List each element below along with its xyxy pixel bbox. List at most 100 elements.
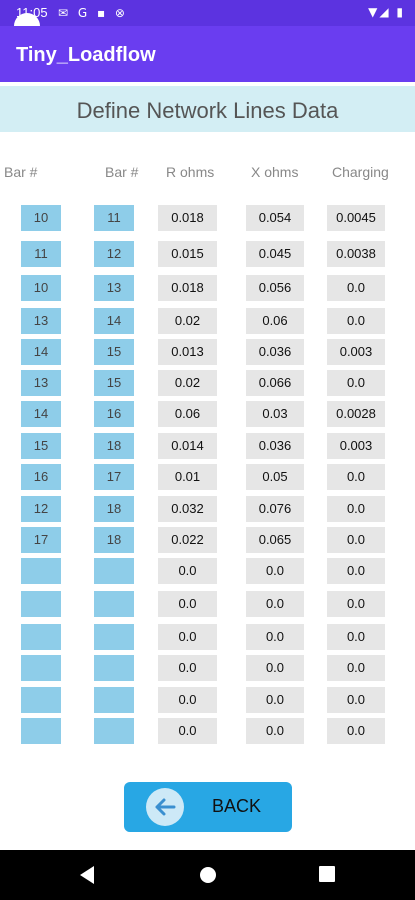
bar-from-cell[interactable] <box>21 558 61 584</box>
charging-cell[interactable]: 0.0 <box>327 687 385 713</box>
back-button[interactable]: BACK <box>124 782 292 832</box>
x-ohms-cell[interactable]: 0.065 <box>246 527 304 553</box>
x-ohms-cell[interactable]: 0.056 <box>246 275 304 301</box>
r-ohms-cell[interactable]: 0.014 <box>158 433 217 459</box>
charging-cell[interactable]: 0.0 <box>327 558 385 584</box>
x-ohms-cell[interactable]: 0.0 <box>246 624 304 650</box>
bar-to-cell[interactable]: 16 <box>94 401 134 427</box>
bar-from-cell[interactable]: 13 <box>21 308 61 334</box>
bar-from-cell[interactable]: 11 <box>21 241 61 267</box>
x-ohms-cell[interactable]: 0.076 <box>246 496 304 522</box>
bar-from-cell[interactable]: 16 <box>21 464 61 490</box>
header-r-ohms: R ohms <box>166 164 215 180</box>
r-ohms-cell[interactable]: 0.02 <box>158 308 217 334</box>
charging-cell[interactable]: 0.0 <box>327 275 385 301</box>
x-ohms-cell[interactable]: 0.0 <box>246 687 304 713</box>
circle-home-icon[interactable] <box>198 865 218 885</box>
charging-cell[interactable]: 0.0 <box>327 370 385 396</box>
bar-from-cell[interactable]: 13 <box>21 370 61 396</box>
bar-from-cell[interactable]: 17 <box>21 527 61 553</box>
bar-from-cell[interactable] <box>21 624 61 650</box>
bar-to-cell[interactable]: 18 <box>94 527 134 553</box>
bar-to-cell[interactable] <box>94 558 134 584</box>
bar-from-cell[interactable] <box>21 591 61 617</box>
charging-cell[interactable]: 0.0038 <box>327 241 385 267</box>
charging-cell[interactable]: 0.0 <box>327 655 385 681</box>
x-ohms-cell[interactable]: 0.066 <box>246 370 304 396</box>
bar-from-cell[interactable]: 10 <box>21 275 61 301</box>
bar-to-cell[interactable] <box>94 687 134 713</box>
charging-cell[interactable]: 0.0 <box>327 591 385 617</box>
r-ohms-cell[interactable]: 0.02 <box>158 370 217 396</box>
r-ohms-cell[interactable]: 0.0 <box>158 558 217 584</box>
bar-to-cell[interactable]: 18 <box>94 433 134 459</box>
bar-from-cell[interactable]: 15 <box>21 433 61 459</box>
charging-cell[interactable]: 0.0 <box>327 496 385 522</box>
bar-from-cell[interactable]: 12 <box>21 496 61 522</box>
r-ohms-cell[interactable]: 0.0 <box>158 718 217 744</box>
bar-to-cell[interactable]: 15 <box>94 370 134 396</box>
header-bar-to: Bar # <box>105 164 139 180</box>
x-ohms-cell[interactable]: 0.036 <box>246 339 304 365</box>
x-ohms-cell[interactable]: 0.036 <box>246 433 304 459</box>
bar-to-cell[interactable] <box>94 718 134 744</box>
x-ohms-cell[interactable]: 0.0 <box>246 655 304 681</box>
bar-to-cell[interactable]: 17 <box>94 464 134 490</box>
x-ohms-cell[interactable]: 0.03 <box>246 401 304 427</box>
r-ohms-cell[interactable]: 0.0 <box>158 655 217 681</box>
x-ohms-cell[interactable]: 0.045 <box>246 241 304 267</box>
system-icons: ▼◢ ▮ <box>368 5 405 19</box>
bar-to-cell[interactable] <box>94 655 134 681</box>
bar-to-cell[interactable] <box>94 624 134 650</box>
r-ohms-cell[interactable]: 0.0 <box>158 591 217 617</box>
bar-to-cell[interactable]: 13 <box>94 275 134 301</box>
triangle-back-icon[interactable] <box>78 865 96 885</box>
notification-icons: ✉ G ▪ ⊗ <box>58 6 128 20</box>
charging-cell[interactable]: 0.0028 <box>327 401 385 427</box>
r-ohms-cell[interactable]: 0.018 <box>158 275 217 301</box>
r-ohms-cell[interactable]: 0.0 <box>158 624 217 650</box>
header-bar-from: Bar # <box>4 164 38 180</box>
bar-from-cell[interactable] <box>21 687 61 713</box>
x-ohms-cell[interactable]: 0.0 <box>246 591 304 617</box>
bar-to-cell[interactable] <box>94 591 134 617</box>
charging-cell[interactable]: 0.003 <box>327 339 385 365</box>
charging-cell[interactable]: 0.0045 <box>327 205 385 231</box>
app-title: Tiny_Loadflow <box>16 44 156 66</box>
x-ohms-cell[interactable]: 0.05 <box>246 464 304 490</box>
charging-cell[interactable]: 0.0 <box>327 308 385 334</box>
bar-from-cell[interactable]: 14 <box>21 401 61 427</box>
bar-to-cell[interactable]: 11 <box>94 205 134 231</box>
x-ohms-cell[interactable]: 0.06 <box>246 308 304 334</box>
bar-from-cell[interactable]: 10 <box>21 205 61 231</box>
charging-cell[interactable]: 0.0 <box>327 624 385 650</box>
bar-from-cell[interactable] <box>21 655 61 681</box>
bar-to-cell[interactable]: 18 <box>94 496 134 522</box>
r-ohms-cell[interactable]: 0.01 <box>158 464 217 490</box>
status-bar: 11:05 ✉ G ▪ ⊗ ▼◢ ▮ <box>0 0 415 39</box>
x-ohms-cell[interactable]: 0.054 <box>246 205 304 231</box>
bar-from-cell[interactable]: 14 <box>21 339 61 365</box>
charging-cell[interactable]: 0.0 <box>327 718 385 744</box>
x-ohms-cell[interactable]: 0.0 <box>246 558 304 584</box>
system-nav-bar <box>0 850 415 900</box>
bar-to-cell[interactable]: 12 <box>94 241 134 267</box>
page-title: Define Network Lines Data <box>76 98 339 123</box>
r-ohms-cell[interactable]: 0.022 <box>158 527 217 553</box>
x-ohms-cell[interactable]: 0.0 <box>246 718 304 744</box>
bar-to-cell[interactable]: 15 <box>94 339 134 365</box>
charging-cell[interactable]: 0.003 <box>327 433 385 459</box>
charging-cell[interactable]: 0.0 <box>327 527 385 553</box>
r-ohms-cell[interactable]: 0.013 <box>158 339 217 365</box>
r-ohms-cell[interactable]: 0.06 <box>158 401 217 427</box>
section-banner: Define Network Lines Data <box>0 86 415 132</box>
bar-from-cell[interactable] <box>21 718 61 744</box>
r-ohms-cell[interactable]: 0.015 <box>158 241 217 267</box>
r-ohms-cell[interactable]: 0.032 <box>158 496 217 522</box>
r-ohms-cell[interactable]: 0.018 <box>158 205 217 231</box>
square-recents-icon[interactable] <box>318 865 336 883</box>
bar-to-cell[interactable]: 14 <box>94 308 134 334</box>
r-ohms-cell[interactable]: 0.0 <box>158 687 217 713</box>
back-button-label: BACK <box>212 796 262 816</box>
charging-cell[interactable]: 0.0 <box>327 464 385 490</box>
